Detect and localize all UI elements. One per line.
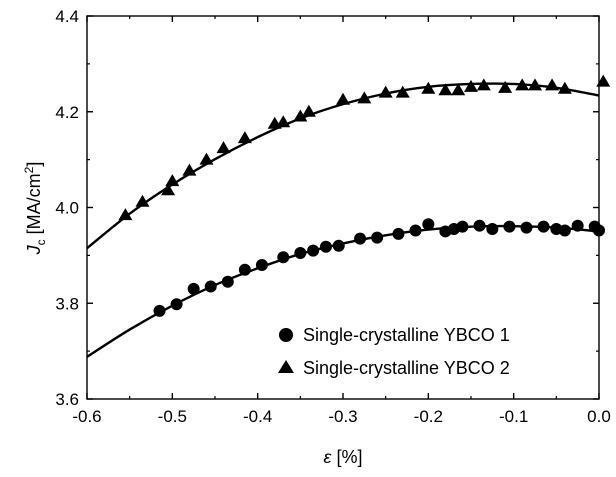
data-point-series-1 [238,263,251,276]
data-point-series-1 [409,224,422,237]
data-point-series-1 [486,223,499,236]
y-tick-label: 4.4 [55,7,79,26]
y-tick-label: 3.8 [55,294,79,313]
data-point-series-2 [182,163,197,176]
data-point-series-2 [395,85,410,98]
data-markers [118,74,611,317]
axis-ticks: -0.6 -0.5 -0.4 -0.3 -0.2 -0.1 0.0 3.6 3.8 4.0 4.2 4… [55,7,610,426]
data-point-series-2 [276,115,291,128]
data-point-series-1 [371,231,384,244]
data-point-series-2 [118,208,133,221]
data-point-series-2 [464,79,478,92]
x-tick-label: -0.3 [328,407,357,426]
data-point-series-1 [558,224,571,237]
y-axis-unit-close: ] [24,162,44,167]
x-tick-label: -0.5 [158,407,187,426]
data-point-series-2 [596,74,611,87]
data-point-series-2 [545,78,560,91]
data-point-series-2 [498,80,513,93]
y-axis-variable: J [24,244,44,255]
data-point-series-2 [476,78,491,91]
data-point-series-2 [301,104,316,117]
x-axis-variable: ε [324,447,333,467]
y-axis-title: Jc [MA/cm2] [22,162,48,256]
data-point-series-1 [277,251,290,264]
data-point-series-1 [571,219,584,232]
data-point-series-2 [378,85,393,98]
data-point-series-1 [187,282,200,295]
data-point-series-2 [135,194,150,207]
data-point-series-2 [165,174,180,187]
legend-label-1: Single-crystalline YBCO 1 [303,325,510,345]
data-point-series-2 [237,131,252,144]
data-point-series-1 [307,244,320,257]
data-point-series-2 [557,81,572,94]
data-point-series-2 [451,83,466,96]
data-point-series-1 [221,275,234,288]
data-point-series-2 [528,78,542,91]
data-point-series-2 [161,183,176,196]
data-point-series-1 [153,304,166,317]
x-tick-label: -0.6 [72,407,101,426]
x-axis-title: ε [%] [324,447,363,467]
data-point-series-1 [319,240,332,253]
legend-marker-circle [279,328,293,342]
legend-marker-triangle [278,360,294,373]
data-point-series-2 [515,78,530,91]
data-point-series-1 [520,221,533,234]
data-point-series-1 [204,280,217,293]
y-tick-label: 3.6 [55,390,79,409]
data-point-series-2 [421,81,436,94]
data-point-series-2 [336,92,350,105]
data-point-series-2 [216,141,231,154]
data-point-series-1 [537,220,550,233]
data-point-series-1 [503,220,516,233]
y-tick-label: 4.0 [55,199,79,218]
legend: Single-crystalline YBCO 1 Single-crystal… [278,325,510,378]
data-point-series-1 [255,258,268,271]
y-tick-label: 4.2 [55,103,79,122]
legend-label-2: Single-crystalline YBCO 2 [303,358,510,378]
y-axis-subscript: c [34,239,48,245]
data-point-series-2 [293,109,308,122]
data-point-series-2 [438,83,453,96]
data-point-series-1 [422,218,435,231]
data-point-series-1 [593,224,605,237]
data-point-series-2 [199,152,214,165]
x-tick-label: -0.2 [414,407,443,426]
x-tick-label: -0.4 [243,407,272,426]
data-point-series-1 [332,239,345,252]
x-tick-label: 0.0 [587,407,611,426]
x-tick-label: -0.1 [499,407,528,426]
y-axis-superscript: 2 [22,166,36,173]
x-axis-unit: [%] [331,447,362,467]
data-point-series-1 [294,246,307,259]
data-point-series-1 [392,227,405,240]
data-point-series-2 [357,91,372,104]
data-point-series-1 [170,298,183,311]
data-point-series-1 [473,219,486,232]
y-axis-unit: [MA/cm [24,173,44,239]
data-point-series-1 [354,232,367,245]
data-point-series-1 [456,220,469,233]
fit-curves [86,82,600,358]
